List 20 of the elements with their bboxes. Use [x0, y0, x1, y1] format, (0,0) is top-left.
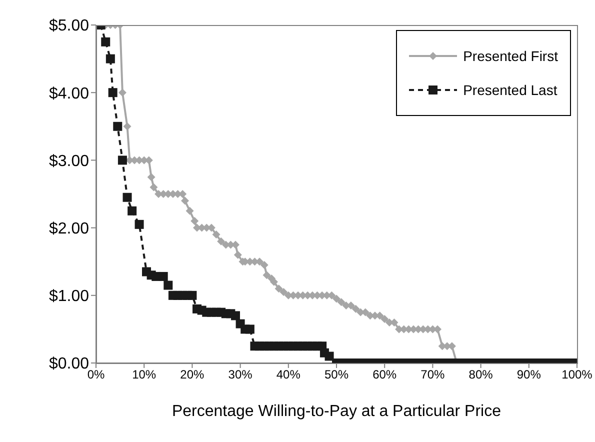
- x-tick-label: 20%: [180, 368, 205, 382]
- y-tick-label: $3.00: [48, 152, 90, 170]
- x-tick-label: 30%: [228, 368, 253, 382]
- legend-label: Presented First: [463, 48, 558, 64]
- y-tick-label: $5.00: [48, 18, 90, 35]
- y-tick-label: $2.00: [48, 220, 90, 238]
- x-axis-title: Percentage Willing-to-Pay at a Particular Price: [172, 403, 502, 420]
- x-tick-label: 100%: [562, 368, 593, 382]
- legend-label: Presented Last: [463, 82, 558, 98]
- y-tick-label: $0.00: [48, 356, 90, 373]
- x-tick-label: 10%: [132, 368, 156, 382]
- y-tick-label: $1.00: [48, 288, 90, 306]
- x-tick-label: 40%: [276, 368, 301, 382]
- x-tick-label: 0%: [87, 368, 105, 382]
- x-tick-label: 90%: [516, 368, 542, 382]
- x-tick-label: 50%: [324, 368, 349, 382]
- x-tick-label: 70%: [420, 368, 446, 382]
- x-tick-label: 60%: [372, 368, 397, 382]
- y-tick-label: $4.00: [48, 85, 90, 102]
- x-tick-label: 80%: [468, 368, 494, 382]
